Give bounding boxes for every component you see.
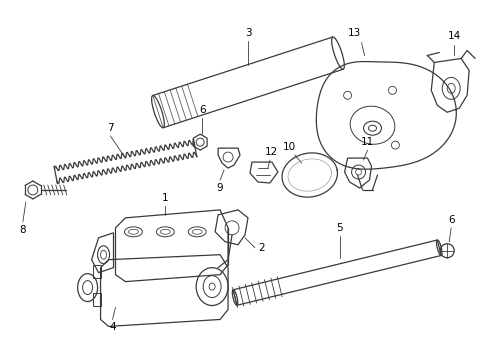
Text: 12: 12 [265,147,278,157]
Text: 7: 7 [107,123,114,133]
Text: 2: 2 [259,243,265,253]
Text: 1: 1 [162,193,169,203]
Text: 14: 14 [447,31,461,41]
Text: 9: 9 [217,183,223,193]
Text: 5: 5 [336,223,343,233]
Text: 6: 6 [199,105,205,115]
Text: 13: 13 [348,28,361,37]
Text: 3: 3 [245,28,251,37]
Text: 4: 4 [109,323,116,332]
Text: 8: 8 [20,225,26,235]
Text: 11: 11 [361,137,374,147]
Text: 10: 10 [283,142,296,152]
Text: 6: 6 [448,215,455,225]
